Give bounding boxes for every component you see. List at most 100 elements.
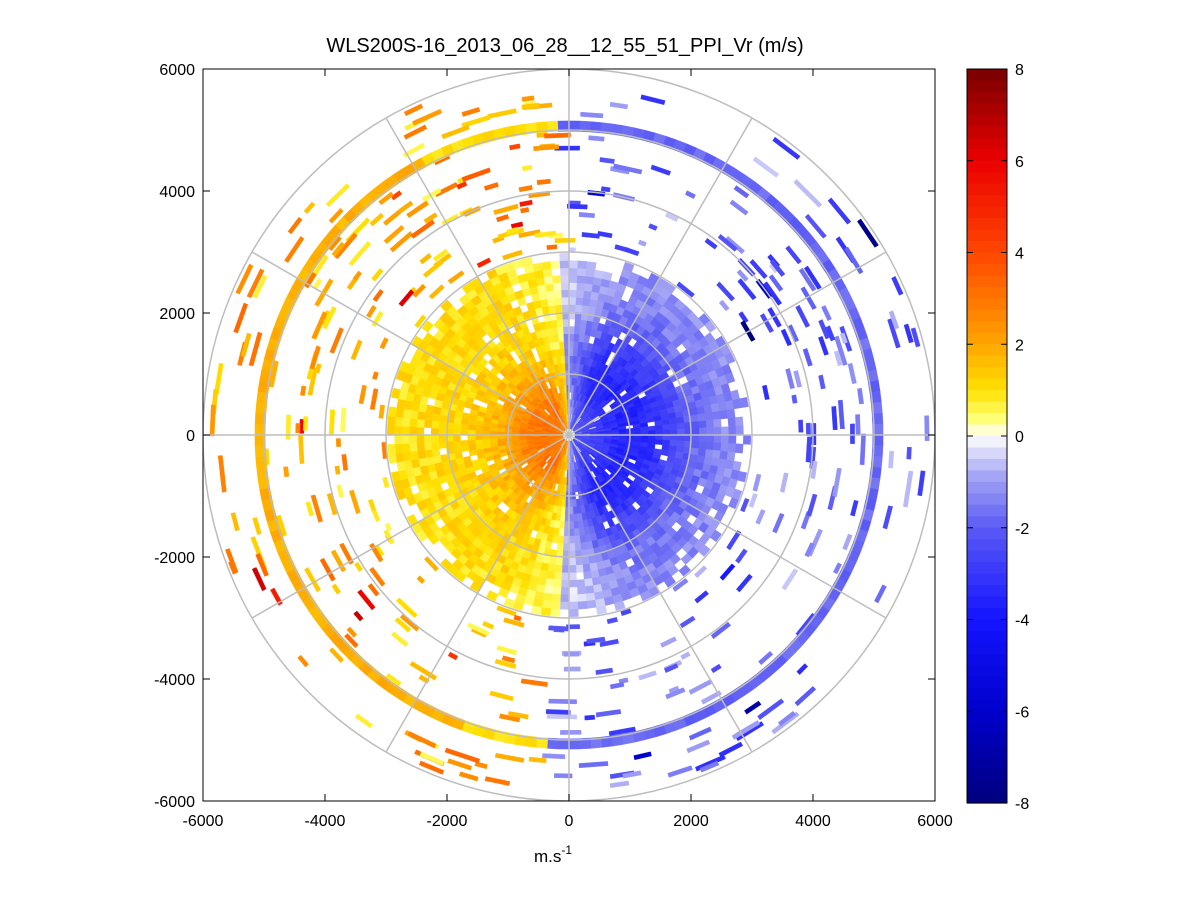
velocity-cell — [561, 565, 570, 574]
sparse-velocity-cell — [821, 305, 832, 321]
colorbar-band — [967, 722, 1007, 735]
colorbar: 8 6 4 2 0 -2 -4 -6 -8 — [966, 62, 1029, 813]
velocity-cell — [555, 304, 563, 313]
sparse-velocity-cell — [818, 335, 829, 356]
velocity-cell — [735, 425, 744, 436]
velocity-cell — [424, 412, 434, 421]
velocity-cell — [568, 282, 578, 291]
sparse-velocity-cell — [314, 363, 322, 374]
colorbar-band — [967, 367, 1007, 380]
sparse-velocity-cell — [737, 278, 757, 301]
velocity-cell — [452, 428, 461, 436]
sparse-velocity-cell — [416, 575, 426, 585]
sparse-velocity-cell — [560, 729, 582, 735]
velocity-cell — [568, 557, 577, 566]
colorbar-band — [967, 126, 1007, 139]
colorbar-band — [967, 321, 1007, 334]
sparse-velocity-cell — [458, 771, 479, 782]
colorbar-band — [967, 493, 1007, 506]
sparse-velocity-cell — [447, 651, 459, 661]
velocity-cell — [678, 564, 691, 577]
velocity-cell — [394, 443, 404, 454]
velocity-cell — [560, 587, 570, 596]
sparse-velocity-cell — [731, 720, 761, 740]
sparse-velocity-cell — [597, 230, 613, 239]
velocity-cell — [568, 565, 577, 574]
colorbar-band — [967, 275, 1007, 288]
sparse-velocity-cell — [383, 529, 395, 545]
sparse-velocity-cell — [422, 187, 442, 202]
sparse-velocity-cell — [518, 185, 533, 193]
sparse-velocity-cell — [563, 666, 581, 672]
velocity-field — [209, 94, 930, 789]
velocity-cell — [543, 585, 554, 595]
velocity-cell — [705, 419, 715, 429]
sparse-velocity-cell — [638, 670, 657, 681]
velocity-cell — [548, 304, 557, 314]
velocity-cell — [691, 427, 700, 436]
velocity-cell — [496, 438, 505, 443]
velocity-cell — [387, 415, 396, 427]
sparse-velocity-cell — [441, 124, 470, 140]
sparse-velocity-cell — [349, 489, 361, 515]
x-tick-label: 4000 — [795, 813, 831, 830]
sparse-velocity-cell — [354, 561, 363, 573]
velocity-cell — [568, 543, 576, 552]
velocity-cell — [387, 406, 397, 418]
sparse-velocity-cell — [476, 257, 492, 268]
velocity-cell — [577, 260, 588, 270]
sparse-velocity-cell — [910, 327, 921, 348]
velocity-cell — [661, 418, 670, 426]
sparse-velocity-cell — [340, 407, 347, 432]
velocity-cell — [706, 434, 715, 443]
velocity-cell — [576, 282, 586, 291]
sparse-velocity-cell — [772, 512, 785, 534]
sparse-velocity-cell — [520, 678, 548, 687]
velocity-cell — [416, 442, 425, 452]
velocity-cell — [689, 407, 699, 416]
velocity-cell — [551, 326, 559, 336]
sparse-velocity-cell — [251, 567, 267, 592]
velocity-cell — [431, 420, 440, 429]
velocity-cell — [724, 352, 736, 365]
velocity-cell — [721, 434, 730, 444]
velocity-cell — [583, 578, 594, 587]
velocity-cell — [563, 528, 570, 537]
colorbar-band — [967, 413, 1007, 426]
velocity-cell — [572, 506, 578, 515]
velocity-cell — [580, 541, 588, 551]
colorbar-band — [967, 309, 1007, 322]
velocity-cell — [568, 304, 577, 313]
sparse-velocity-cell — [798, 419, 804, 433]
sparse-velocity-cell — [726, 530, 742, 551]
sparse-velocity-cell — [302, 416, 309, 431]
sparse-velocity-cell — [346, 626, 358, 638]
polar-grid-spoke — [251, 251, 570, 436]
velocity-cell — [541, 599, 552, 609]
velocity-cell — [690, 447, 700, 456]
sparse-velocity-cell — [379, 337, 389, 350]
velocity-cell — [726, 451, 736, 462]
sparse-velocity-cell — [314, 278, 334, 307]
sparse-velocity-cell — [333, 232, 358, 260]
colorbar-band — [967, 241, 1007, 254]
colorbar-band — [967, 447, 1007, 460]
velocity-cell — [575, 564, 584, 573]
sparse-velocity-cell — [385, 673, 402, 687]
sparse-velocity-cell — [744, 700, 762, 715]
velocity-cell — [468, 444, 477, 452]
velocity-cell — [662, 429, 671, 436]
velocity-cell — [421, 320, 434, 333]
sparse-velocity-cell — [248, 331, 263, 367]
velocity-cell — [578, 527, 586, 536]
sparse-velocity-cell — [648, 223, 658, 231]
sparse-velocity-cell — [874, 584, 887, 604]
sparse-velocity-cell — [466, 622, 490, 637]
velocity-cell — [557, 535, 564, 544]
sparse-velocity-cell — [325, 183, 351, 207]
velocity-cell — [662, 424, 671, 431]
sparse-velocity-cell — [283, 466, 290, 478]
sparse-velocity-cell — [903, 323, 914, 344]
sparse-velocity-cell — [502, 249, 523, 261]
sparse-velocity-cell — [545, 709, 571, 715]
